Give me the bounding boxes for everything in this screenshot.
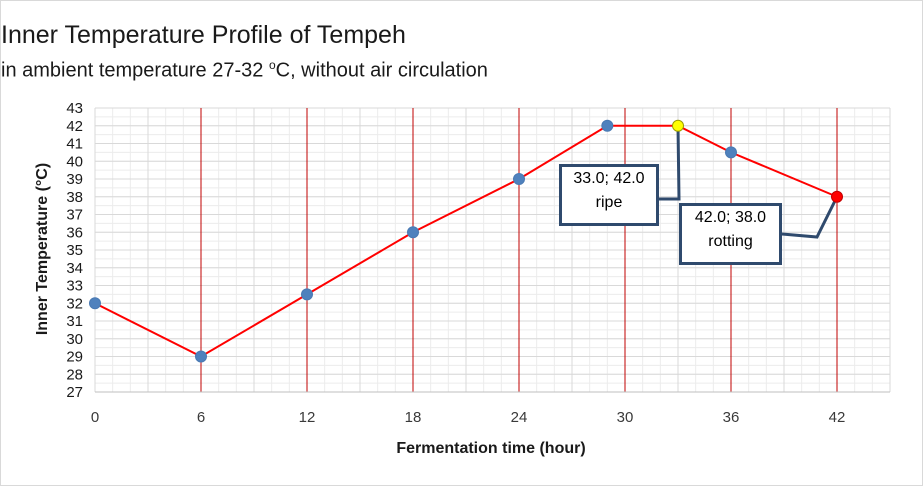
y-tick-label: 32 xyxy=(66,295,83,312)
x-tick-label: 6 xyxy=(197,409,205,426)
y-tick-label: 38 xyxy=(66,189,83,206)
x-tick-label: 36 xyxy=(723,409,740,426)
data-point xyxy=(89,297,101,310)
y-tick-label: 30 xyxy=(66,331,83,348)
data-point xyxy=(672,119,684,132)
data-point xyxy=(301,288,313,301)
y-tick-label: 39 xyxy=(66,171,83,188)
y-tick-label: 41 xyxy=(66,136,83,153)
y-tick-label: 34 xyxy=(66,260,83,277)
x-tick-label: 30 xyxy=(617,409,634,426)
callout-ripe-connector xyxy=(659,125,681,201)
callout-rotting: 42.0; 38.0 rotting xyxy=(679,203,782,265)
y-tick-label: 43 xyxy=(66,100,83,117)
x-tick-label: 12 xyxy=(299,409,316,426)
data-point xyxy=(601,119,614,132)
y-tick-label: 42 xyxy=(66,118,83,135)
y-tick-label: 33 xyxy=(66,278,83,295)
data-point xyxy=(407,226,419,239)
x-axis-title: Fermentation time (hour) xyxy=(396,440,585,457)
y-tick-label: 40 xyxy=(66,153,83,170)
subtitle-main: in ambient temperature 27-32 xyxy=(1,59,269,82)
data-markers xyxy=(89,119,843,363)
y-tick-label: 29 xyxy=(66,349,83,366)
callout-connectors xyxy=(659,125,839,239)
chart-subtitle: in ambient temperature 27-32 oC, without… xyxy=(1,58,923,83)
y-tick-label: 36 xyxy=(66,224,83,241)
y-tick-label: 31 xyxy=(66,313,83,330)
callout-rotting-connector xyxy=(781,196,839,239)
x-tick-label: 42 xyxy=(829,409,846,426)
chart-title: Inner Temperature Profile of Tempeh xyxy=(1,21,406,49)
y-axis-title: Inner Temperature (°C) xyxy=(34,163,51,335)
data-point xyxy=(513,173,525,185)
callout-ripe: 33.0; 42.0 ripe xyxy=(559,164,659,226)
subtitle-degree: o xyxy=(268,58,276,72)
y-tick-label: 37 xyxy=(66,207,83,224)
y-tick-label: 27 xyxy=(66,384,83,401)
x-tick-label: 0 xyxy=(91,409,99,426)
y-tick-label: 28 xyxy=(66,366,83,383)
subtitle-rest: C, without air circulation xyxy=(275,59,488,82)
callout-rotting-label: rotting xyxy=(708,233,753,250)
callout-ripe-label: ripe xyxy=(595,194,623,211)
x-tick-label: 24 xyxy=(511,409,528,426)
data-point xyxy=(831,190,843,203)
x-tick-label: 18 xyxy=(405,409,422,426)
x-tick-labels: 0 6 12 18 24 30 36 42 xyxy=(91,409,846,426)
y-tick-label: 35 xyxy=(66,242,83,259)
callout-rotting-value: 42.0; 38.0 xyxy=(694,209,767,226)
callout-ripe-value: 33.0; 42.0 xyxy=(573,170,645,187)
data-point xyxy=(195,350,207,363)
data-point xyxy=(725,146,737,159)
